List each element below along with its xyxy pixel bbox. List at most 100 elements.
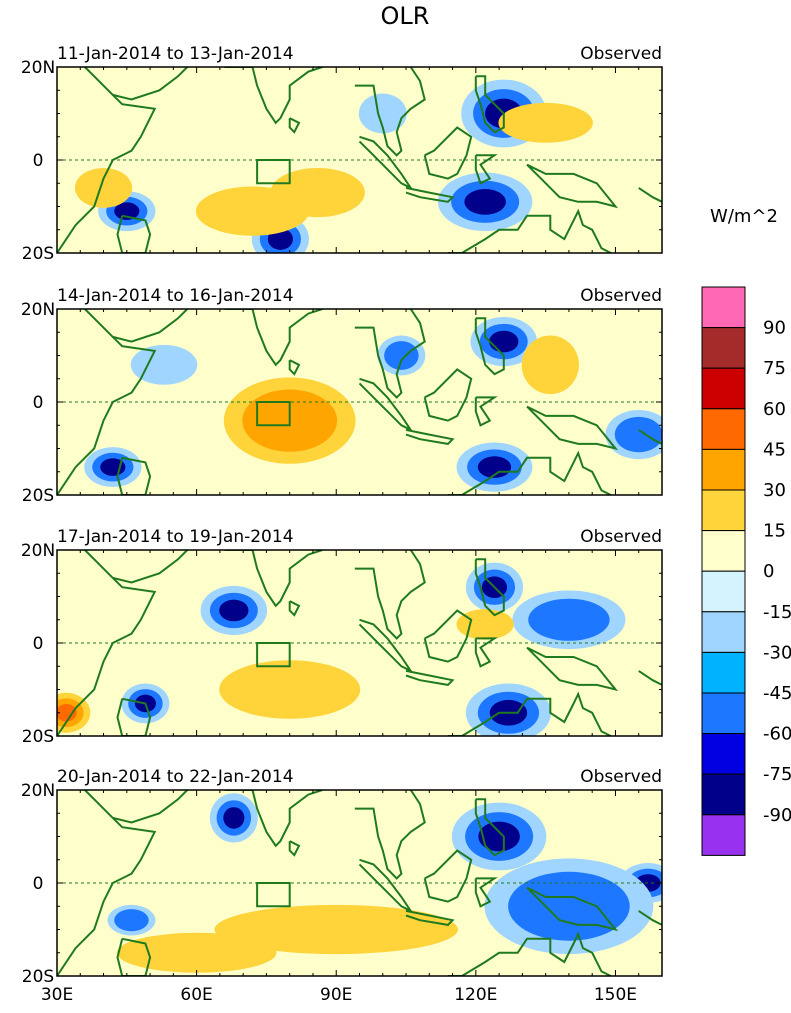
anomaly-contour xyxy=(114,202,140,220)
colorbar-label: -60 xyxy=(763,724,791,745)
anomaly-contour xyxy=(489,330,519,353)
longitude-axis: 30E 60E 90E 120E 150E xyxy=(41,985,637,1005)
anomaly-contour xyxy=(219,660,361,719)
coastline xyxy=(116,937,152,976)
coastline xyxy=(474,75,505,134)
coastline xyxy=(447,208,612,253)
lat-tick-label: 20N xyxy=(21,541,55,561)
panel-source-label: Observed xyxy=(580,527,662,547)
map-panel: 20N 0 20S 14-Jan-2014 to 16-Jan-2014 Observe… xyxy=(21,286,663,506)
coastline xyxy=(405,669,455,686)
coastline xyxy=(638,187,662,203)
map-panel: 20N 0 20S 20-Jan-2014 to 22-Jan-2014 Observe… xyxy=(21,767,663,987)
coastline xyxy=(479,309,481,310)
colorbar-label: 75 xyxy=(763,358,786,379)
anomaly-contour xyxy=(456,609,514,640)
coastline xyxy=(116,697,152,736)
coastline xyxy=(57,67,157,253)
coastline xyxy=(112,67,189,101)
coastline xyxy=(447,450,612,495)
coastline xyxy=(474,637,498,668)
colorbar-swatch xyxy=(701,408,746,450)
colorbar-label: 60 xyxy=(763,399,786,420)
coastline xyxy=(474,558,505,617)
coastline xyxy=(474,317,505,376)
lon-tick-label: 60E xyxy=(180,985,212,1005)
index-box xyxy=(256,882,291,908)
coastlines xyxy=(57,67,662,253)
anomaly-contour xyxy=(614,416,662,453)
coastline xyxy=(474,154,498,185)
colorbar-swatch xyxy=(701,773,746,816)
colorbar-swatch xyxy=(701,286,746,329)
anomaly-contour xyxy=(384,341,419,370)
coastline xyxy=(526,405,619,451)
colorbar-label: 0 xyxy=(763,561,774,582)
coastline xyxy=(116,214,152,253)
olr-field xyxy=(57,67,662,253)
anomaly-contour xyxy=(74,167,133,208)
coastline xyxy=(423,609,473,663)
colorbar-swatch xyxy=(701,651,746,694)
coastline xyxy=(474,798,505,857)
coastline xyxy=(479,790,481,791)
colorbar-swatch xyxy=(701,733,746,775)
coastline xyxy=(224,550,323,608)
index-box xyxy=(256,401,291,427)
coastline xyxy=(474,877,498,908)
lat-tick-label: 20N xyxy=(21,781,55,801)
panel-date-range: 11-Jan-2014 to 13-Jan-2014 xyxy=(57,44,294,64)
colorbar-label: -90 xyxy=(763,805,791,826)
colorbar-label: -15 xyxy=(763,602,791,623)
coastline xyxy=(112,790,189,824)
coastline xyxy=(112,550,189,584)
coastline xyxy=(354,67,426,157)
lat-tick-label: 20S xyxy=(22,967,54,987)
map-panel: 20N 0 20S 17-Jan-2014 to 19-Jan-2014 Observe… xyxy=(21,527,663,747)
panel-date-range: 20-Jan-2014 to 22-Jan-2014 xyxy=(57,767,294,787)
anomaly-contour xyxy=(464,188,506,215)
coastline xyxy=(526,886,619,932)
lat-tick-label: 20S xyxy=(22,727,54,747)
lat-tick-label: 20N xyxy=(21,300,55,320)
anomaly-contour xyxy=(358,93,407,134)
colorbar-label: -45 xyxy=(763,683,791,704)
coastline xyxy=(638,670,662,686)
coastlines xyxy=(57,790,662,976)
coastline xyxy=(405,186,455,203)
coastline xyxy=(638,429,662,445)
colorbar-swatch xyxy=(701,489,746,532)
panel-source-label: Observed xyxy=(580,767,662,787)
coastline xyxy=(57,309,157,495)
coastline xyxy=(288,600,301,617)
colorbar-swatch xyxy=(701,448,746,491)
anomaly-contour xyxy=(521,335,579,395)
colorbar: 90 75 60 45 30 15 0 -15 -30 -45 -60 -75 -90 xyxy=(701,286,791,856)
anomaly-contour xyxy=(214,904,458,955)
units-label: W/m^2 xyxy=(710,206,778,227)
colorbar-swatch xyxy=(701,611,746,653)
coastline xyxy=(57,790,157,976)
coastline xyxy=(423,368,473,422)
panel-date-range: 17-Jan-2014 to 19-Jan-2014 xyxy=(57,527,294,547)
coastline xyxy=(405,428,455,445)
anomaly-contour xyxy=(219,599,249,622)
anomaly-contour xyxy=(498,102,593,143)
lat-tick-label: 0 xyxy=(33,393,44,413)
coastline xyxy=(354,550,426,640)
coastline xyxy=(224,790,323,848)
coastlines xyxy=(57,550,662,736)
lat-tick-label: 20N xyxy=(21,58,55,78)
colorbar-label: -30 xyxy=(763,642,791,663)
coastline xyxy=(405,909,455,926)
coastline xyxy=(354,309,426,399)
map-panel: 20N 0 20S 11-Jan-2014 to 13-Jan-2014 Observe… xyxy=(21,44,663,264)
coastline xyxy=(224,309,323,367)
coastline xyxy=(112,309,189,343)
index-box xyxy=(256,159,291,185)
coastline xyxy=(423,126,473,180)
lon-tick-label: 90E xyxy=(320,985,352,1005)
coastline xyxy=(447,931,612,976)
coastline xyxy=(638,910,662,926)
